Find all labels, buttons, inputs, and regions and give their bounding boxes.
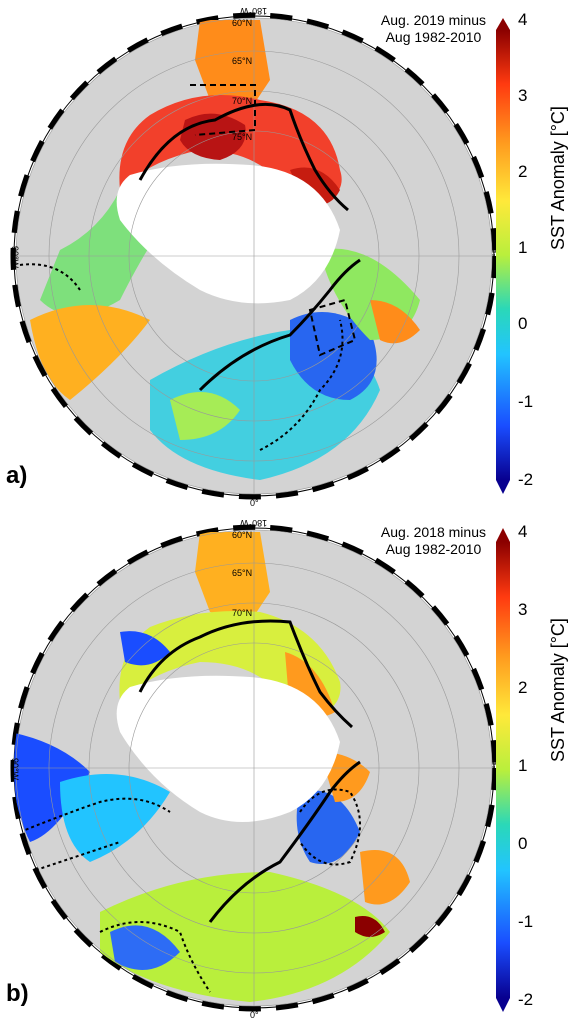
sea-ice bbox=[116, 163, 341, 304]
sst-patch bbox=[370, 300, 420, 344]
colorbar-tick: 1 bbox=[518, 756, 528, 775]
lon-label-left: 90°W bbox=[10, 757, 21, 781]
lat-label: 65°N bbox=[232, 568, 253, 578]
lat-label: 65°N bbox=[232, 56, 253, 66]
lat-label: 70°N bbox=[232, 96, 253, 106]
lat-label: 60°N bbox=[232, 530, 253, 540]
lat-label: 60°N bbox=[232, 18, 253, 28]
colorbar-tick: 2 bbox=[518, 162, 528, 181]
lat-label: 70°N bbox=[232, 608, 253, 618]
lon-label-bottom: 0° bbox=[250, 1010, 259, 1020]
colorbar-tick: 1 bbox=[518, 238, 528, 257]
lon-label-right: 90°E bbox=[490, 759, 501, 779]
colorbar-tick: -2 bbox=[518, 990, 534, 1009]
sst-patch bbox=[110, 925, 180, 970]
colorbar-tick: 4 bbox=[518, 522, 528, 541]
lon-label-bottom: 0° bbox=[250, 498, 259, 508]
title-line-1: Aug. 2019 minus bbox=[380, 12, 486, 28]
colorbar-tick: -1 bbox=[518, 392, 534, 411]
colorbar-tick: 0 bbox=[518, 314, 528, 333]
colorbar-tick: 0 bbox=[518, 834, 528, 853]
sst-patch bbox=[195, 20, 270, 110]
zero-contour bbox=[19, 797, 171, 833]
colorbar-tick: 4 bbox=[518, 10, 528, 29]
panel-title: Aug. 2019 minus Aug 1982-2010 bbox=[381, 12, 486, 46]
zero-contour bbox=[29, 841, 121, 873]
colorbar-tick: 3 bbox=[518, 86, 528, 105]
colorbar-tick: 3 bbox=[518, 600, 528, 619]
sst-patch bbox=[170, 392, 240, 440]
lat-label: 75°N bbox=[232, 132, 253, 142]
panel-label: a) bbox=[6, 462, 28, 489]
zero-contour bbox=[99, 921, 211, 993]
colorbar-title: SST Anomaly [°C] bbox=[548, 106, 568, 250]
zero-contour bbox=[299, 788, 361, 866]
colorbar-title: SST Anomaly [°C] bbox=[548, 618, 568, 762]
colorbar-tick: -2 bbox=[518, 470, 534, 489]
colorbar-tick: -1 bbox=[518, 912, 534, 931]
lon-label-left: 90°W bbox=[10, 245, 21, 269]
panel-title: Aug. 2018 minus Aug 1982-2010 bbox=[381, 524, 486, 558]
colorbar-tick: 2 bbox=[518, 678, 528, 697]
map-border-ticks bbox=[10, 12, 498, 500]
sst-patch bbox=[296, 790, 360, 864]
region-box bbox=[190, 84, 256, 136]
sst-patch bbox=[60, 774, 170, 862]
region-box bbox=[308, 298, 357, 357]
panel-label: b) bbox=[6, 980, 29, 1007]
zero-contour bbox=[19, 263, 81, 291]
ice-edge bbox=[198, 258, 361, 392]
title-line-1: Aug. 2018 minus bbox=[380, 524, 486, 540]
zero-contour bbox=[259, 319, 344, 451]
lon-label-top: 180°W bbox=[240, 518, 268, 528]
panel-a: Aug. 2019 minus Aug 1982-2010 a) 180°W 9… bbox=[6, 6, 568, 508]
sst-patch bbox=[100, 872, 390, 1002]
sst-patch bbox=[290, 312, 377, 400]
lon-label-top: 180°W bbox=[240, 6, 268, 16]
ice-edge bbox=[138, 619, 353, 729]
lon-label-right: 90°E bbox=[490, 247, 501, 267]
sst-patch bbox=[360, 850, 410, 905]
panel-b: Aug. 2018 minus Aug 1982-2010 b) 180°W 9… bbox=[0, 512, 572, 1024]
title-line-2: Aug 1982-2010 bbox=[385, 541, 482, 557]
sst-patch bbox=[195, 532, 270, 622]
sea-ice bbox=[116, 675, 341, 822]
ice-edge bbox=[208, 760, 361, 923]
sst-patch bbox=[30, 305, 150, 400]
ice-edge bbox=[138, 102, 349, 212]
polar-map-b bbox=[10, 524, 498, 1012]
polar-map-a bbox=[10, 12, 498, 500]
title-line-2: Aug 1982-2010 bbox=[385, 29, 482, 45]
